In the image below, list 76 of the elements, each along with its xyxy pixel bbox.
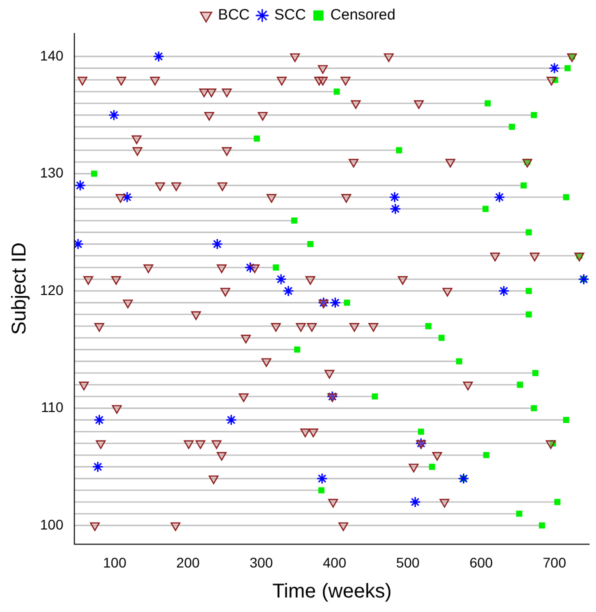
x-tick-label: 500 [396, 554, 420, 570]
point [482, 206, 489, 212]
point [307, 240, 314, 248]
point [516, 510, 522, 517]
point [554, 498, 560, 506]
legend-label: SCC [274, 6, 306, 24]
point [330, 296, 341, 308]
point [318, 487, 324, 494]
point [494, 191, 506, 203]
point [415, 438, 427, 450]
point [538, 522, 546, 529]
legend-label: BCC [218, 6, 250, 24]
point [390, 203, 402, 215]
point [121, 191, 133, 203]
point [388, 191, 400, 203]
point [344, 300, 350, 306]
point [530, 112, 537, 118]
x-tick-label: 100 [102, 554, 127, 570]
point [74, 180, 86, 192]
point [578, 274, 590, 285]
point [516, 382, 524, 388]
point [484, 100, 491, 106]
legend-label: Censored [330, 6, 396, 24]
point [372, 393, 378, 400]
y-tick-label: 110 [41, 399, 64, 416]
point [108, 109, 120, 121]
point [291, 218, 298, 224]
point [282, 285, 294, 297]
point [212, 238, 223, 250]
point [508, 124, 515, 130]
y-axis-title: Subject ID [8, 242, 31, 335]
point [526, 229, 532, 236]
point [94, 414, 105, 426]
point [226, 414, 237, 426]
point [564, 65, 571, 72]
x-tick-label: 400 [322, 554, 346, 570]
point [334, 88, 340, 95]
point [318, 296, 330, 308]
point [326, 390, 338, 402]
point [275, 274, 287, 285]
point [425, 323, 432, 330]
point [91, 170, 98, 177]
point [520, 182, 527, 188]
point [532, 370, 538, 376]
point [409, 496, 421, 508]
point [458, 472, 470, 484]
x-tick-label: 600 [469, 554, 494, 570]
y-tick-label: 120 [40, 282, 64, 298]
point [438, 334, 445, 341]
point [92, 461, 104, 473]
point [272, 264, 279, 271]
point [396, 147, 402, 154]
point [254, 135, 260, 142]
point [526, 288, 532, 294]
x-tick-label: 200 [176, 554, 200, 570]
x-axis-title: Time (weeks) [272, 580, 392, 603]
point [563, 416, 570, 423]
x-tick-label: 300 [250, 554, 274, 570]
point [563, 194, 570, 200]
y-tick-label: 140 [40, 47, 64, 64]
point [428, 464, 436, 470]
point [552, 76, 558, 83]
point [498, 285, 510, 297]
point [548, 62, 560, 74]
point [456, 358, 462, 364]
point [316, 472, 328, 484]
y-tick-label: 130 [40, 164, 64, 181]
point [530, 405, 537, 412]
point [294, 346, 300, 353]
point [483, 452, 490, 458]
point [244, 262, 256, 274]
point [526, 311, 532, 318]
point [152, 50, 164, 62]
y-tick-label: 100 [40, 516, 64, 532]
x-tick-label: 700 [542, 554, 566, 570]
point [418, 428, 424, 435]
